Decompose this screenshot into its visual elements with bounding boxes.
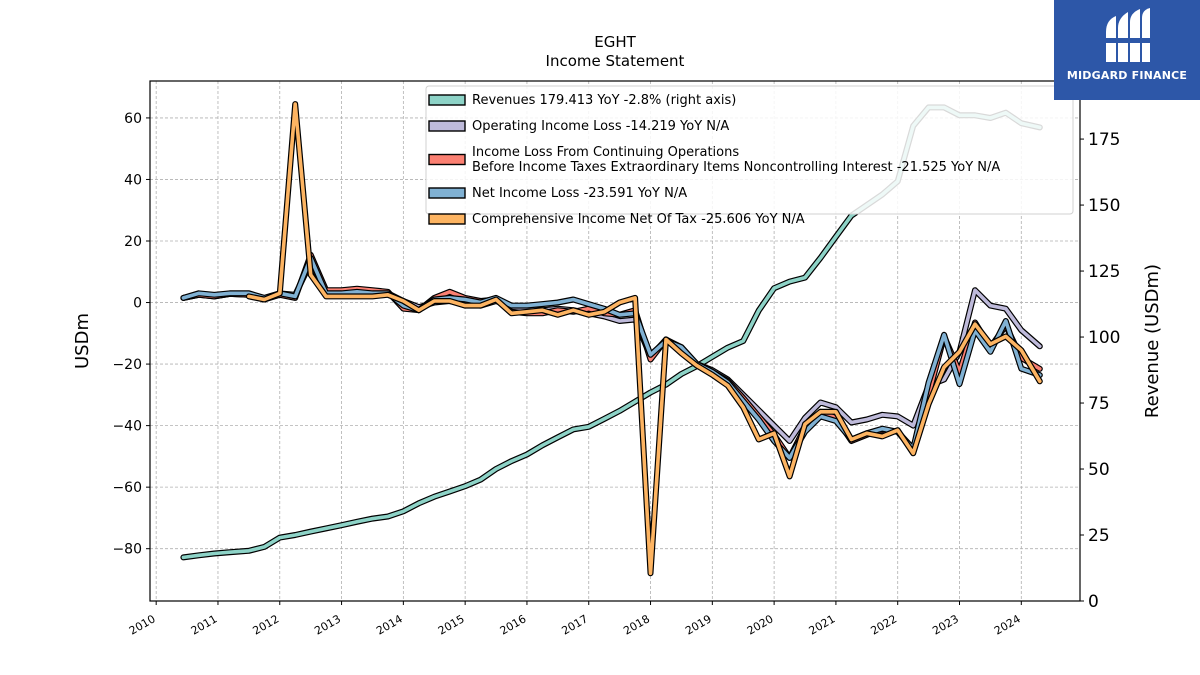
logo-text: MIDGARD FINANCE bbox=[1066, 69, 1188, 82]
x-tick-label: 2018 bbox=[621, 612, 652, 637]
y2-tick-label: 25 bbox=[1088, 526, 1110, 546]
chart-title: EGHT bbox=[594, 33, 636, 51]
series-line-4 bbox=[247, 102, 1042, 576]
x-tick-label: 2011 bbox=[189, 612, 220, 637]
y-axis-label: USDm bbox=[72, 313, 93, 369]
legend-swatch-3 bbox=[428, 187, 466, 199]
legend-label-0: Revenues 179.413 YoY -2.8% (right axis) bbox=[472, 93, 736, 108]
logo-mark-icon bbox=[1102, 8, 1154, 62]
y-tick-label: 60 bbox=[124, 111, 142, 127]
y-tick-label: −80 bbox=[112, 542, 142, 558]
y2-tick-label: 75 bbox=[1088, 394, 1110, 414]
legend-swatch-0 bbox=[428, 94, 466, 106]
y2-tick-label: 100 bbox=[1088, 328, 1120, 348]
x-tick-label: 2010 bbox=[127, 612, 158, 637]
y2-tick-label: 50 bbox=[1088, 460, 1110, 480]
x-tick-label: 2019 bbox=[683, 612, 714, 637]
y2-tick-label: 0 bbox=[1088, 592, 1099, 612]
legend: Revenues 179.413 YoY -2.8% (right axis) O… bbox=[425, 85, 1074, 227]
legend-label-2: Income Loss From Continuing Operations bbox=[472, 145, 739, 160]
series-group bbox=[180, 101, 1043, 577]
x-tick-label: 2022 bbox=[868, 612, 899, 637]
y2-axis-label: Revenue (USDm) bbox=[1142, 264, 1163, 418]
legend-swatch-4 bbox=[428, 213, 466, 225]
y2-tick-label: 125 bbox=[1088, 262, 1120, 282]
x-tick-label: 2013 bbox=[312, 612, 343, 637]
legend-label-3: Net Income Loss -23.591 YoY N/A bbox=[472, 186, 687, 201]
x-tick-label: 2012 bbox=[251, 612, 282, 637]
plot-frame bbox=[149, 80, 1081, 602]
x-tick-label: 2016 bbox=[498, 612, 529, 637]
legend-label-4: Comprehensive Income Net Of Tax -25.606 … bbox=[472, 212, 805, 227]
x-tick-label: 2023 bbox=[930, 612, 961, 637]
y2-tick-label: 175 bbox=[1088, 130, 1120, 150]
legend-label-2: Before Income Taxes Extraordinary Items … bbox=[472, 160, 1000, 175]
y-tick-label: −40 bbox=[112, 419, 142, 435]
x-tick-label: 2015 bbox=[436, 612, 467, 637]
x-tick-label: 2021 bbox=[807, 612, 838, 637]
y2-tick-label: 150 bbox=[1088, 196, 1120, 216]
legend-swatch-1 bbox=[428, 120, 466, 132]
legend-box bbox=[425, 85, 1074, 215]
legend-swatch-2 bbox=[428, 153, 466, 166]
midgard-finance-logo: MIDGARD FINANCE bbox=[1054, 0, 1200, 100]
y-tick-label: −20 bbox=[112, 357, 142, 373]
x-tick-label: 2017 bbox=[559, 612, 590, 637]
x-tick-label: 2020 bbox=[745, 612, 776, 637]
y-tick-label: 0 bbox=[133, 296, 142, 312]
y-tick-label: 40 bbox=[124, 172, 142, 188]
legend-label-1: Operating Income Loss -14.219 YoY N/A bbox=[472, 119, 729, 134]
y-tick-label: −60 bbox=[112, 480, 142, 496]
y-tick-label: 20 bbox=[124, 234, 142, 250]
chart-subtitle: Income Statement bbox=[545, 52, 685, 70]
x-tick-label: 2024 bbox=[992, 612, 1023, 637]
x-tick-label: 2014 bbox=[374, 612, 405, 637]
